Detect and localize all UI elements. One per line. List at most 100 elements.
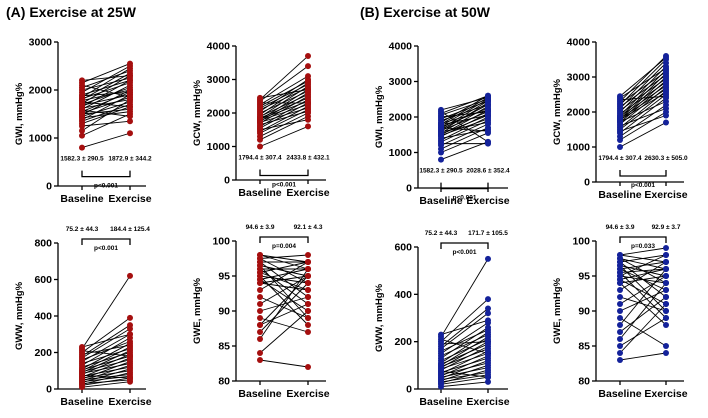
- pair-line: [259, 272, 309, 291]
- pair-line: [81, 75, 131, 81]
- baseline-point: [438, 156, 444, 163]
- pair-line: [81, 89, 131, 101]
- baseline-point: [617, 294, 623, 300]
- x-tick-label-exercise: Exercise: [644, 388, 687, 400]
- exercise-point: [305, 78, 311, 85]
- pair-line: [619, 85, 667, 117]
- x-tick-label-exercise: Exercise: [466, 195, 509, 207]
- pair-line: [619, 275, 667, 305]
- pair-line: [81, 381, 131, 388]
- pair-line: [259, 265, 309, 319]
- x-tick-label-baseline: Baseline: [60, 396, 103, 408]
- pair-line: [440, 334, 489, 357]
- pair-line: [619, 258, 667, 270]
- pair-line: [259, 310, 309, 354]
- baseline-point: [257, 294, 263, 300]
- exercise-point: [485, 108, 491, 115]
- y-tick-label: 400: [394, 289, 412, 301]
- x-tick-label-baseline: Baseline: [419, 195, 462, 207]
- x-tick-label-baseline: Baseline: [238, 388, 281, 400]
- pair-line: [619, 352, 667, 361]
- exercise-point: [663, 315, 669, 321]
- pair-line: [440, 319, 489, 335]
- baseline-point: [257, 336, 263, 342]
- baseline-point: [617, 357, 623, 363]
- pair-line: [81, 374, 131, 379]
- exercise-point: [127, 353, 133, 360]
- significance-bracket: [81, 170, 131, 178]
- pair-line: [81, 379, 131, 384]
- pair-line: [619, 268, 667, 273]
- pair-line: [259, 97, 309, 119]
- baseline-point: [617, 336, 623, 342]
- baseline-mean-sd: 1794.4 ± 307.4: [238, 155, 282, 162]
- pair-line: [619, 247, 667, 256]
- exercise-point: [305, 116, 311, 123]
- y-tick-label: 4000: [567, 37, 591, 49]
- exercise-point: [485, 296, 491, 303]
- pair-line: [619, 74, 667, 108]
- x-tick-label-exercise: Exercise: [286, 187, 329, 199]
- p-value: p<0.001: [94, 245, 118, 252]
- x-tick-label-baseline: Baseline: [238, 187, 281, 199]
- y-tick-label: 85: [218, 341, 230, 353]
- baseline-point: [617, 322, 623, 328]
- exercise-point: [127, 60, 133, 67]
- pair-line: [440, 322, 489, 354]
- exercise-mean-sd: 2630.3 ± 505.0: [644, 155, 688, 162]
- pair-line: [81, 317, 131, 353]
- baseline-point: [257, 280, 263, 286]
- x-tick-label-baseline: Baseline: [419, 396, 462, 408]
- baseline-point: [257, 143, 263, 150]
- y-axis-label: GWW, mmHg%: [374, 283, 385, 352]
- baseline-point: [617, 301, 623, 307]
- pair-line: [259, 65, 309, 102]
- pair-line: [440, 97, 489, 111]
- baseline-point: [257, 308, 263, 314]
- pair-line: [81, 96, 131, 114]
- x-tick-label-baseline: Baseline: [60, 193, 103, 205]
- pair-line: [619, 272, 667, 319]
- pair-line: [259, 282, 309, 333]
- pair-line: [81, 120, 131, 127]
- pair-line: [81, 109, 131, 117]
- pair-line: [81, 101, 131, 108]
- pair-line: [619, 254, 667, 277]
- pair-line: [259, 254, 309, 263]
- pair-line: [81, 99, 131, 109]
- pair-line: [619, 279, 667, 305]
- pair-line: [81, 368, 131, 384]
- exercise-point: [485, 305, 491, 312]
- baseline-point: [257, 301, 263, 307]
- pair-line: [259, 303, 309, 326]
- exercise-mean-sd: 2028.6 ± 352.4: [466, 168, 510, 175]
- pair-line: [81, 113, 131, 137]
- pair-line: [440, 258, 489, 338]
- exercise-point: [663, 343, 669, 349]
- pair-line: [619, 67, 667, 99]
- p-value: p<0.001: [272, 182, 296, 189]
- baseline-point: [257, 94, 263, 101]
- exercise-point: [127, 314, 133, 321]
- exercise-point: [305, 86, 311, 93]
- y-tick-label: 1000: [567, 142, 591, 154]
- exercise-point: [663, 112, 669, 119]
- pair-line: [440, 338, 489, 354]
- y-tick-label: 3000: [207, 74, 231, 86]
- pair-line: [81, 275, 131, 350]
- y-axis-label: GCW, mmHg%: [192, 79, 203, 146]
- panel-a-gcw: 0 1000 2000 3000 4000 GCW, mmHg% Baseline Exerc…: [192, 41, 330, 200]
- p-value: p=0.033: [631, 243, 655, 250]
- exercise-point: [663, 119, 669, 126]
- exercise-point: [305, 329, 311, 335]
- baseline-mean-sd: 94.6 ± 3.9: [606, 224, 635, 231]
- pair-line: [440, 370, 489, 378]
- pair-line: [440, 111, 489, 143]
- y-axis-label: GWW, mmHg%: [14, 281, 25, 350]
- pair-line: [81, 350, 131, 373]
- pair-line: [440, 114, 489, 135]
- y-tick-label: 2000: [207, 108, 231, 120]
- exercise-point: [485, 374, 491, 381]
